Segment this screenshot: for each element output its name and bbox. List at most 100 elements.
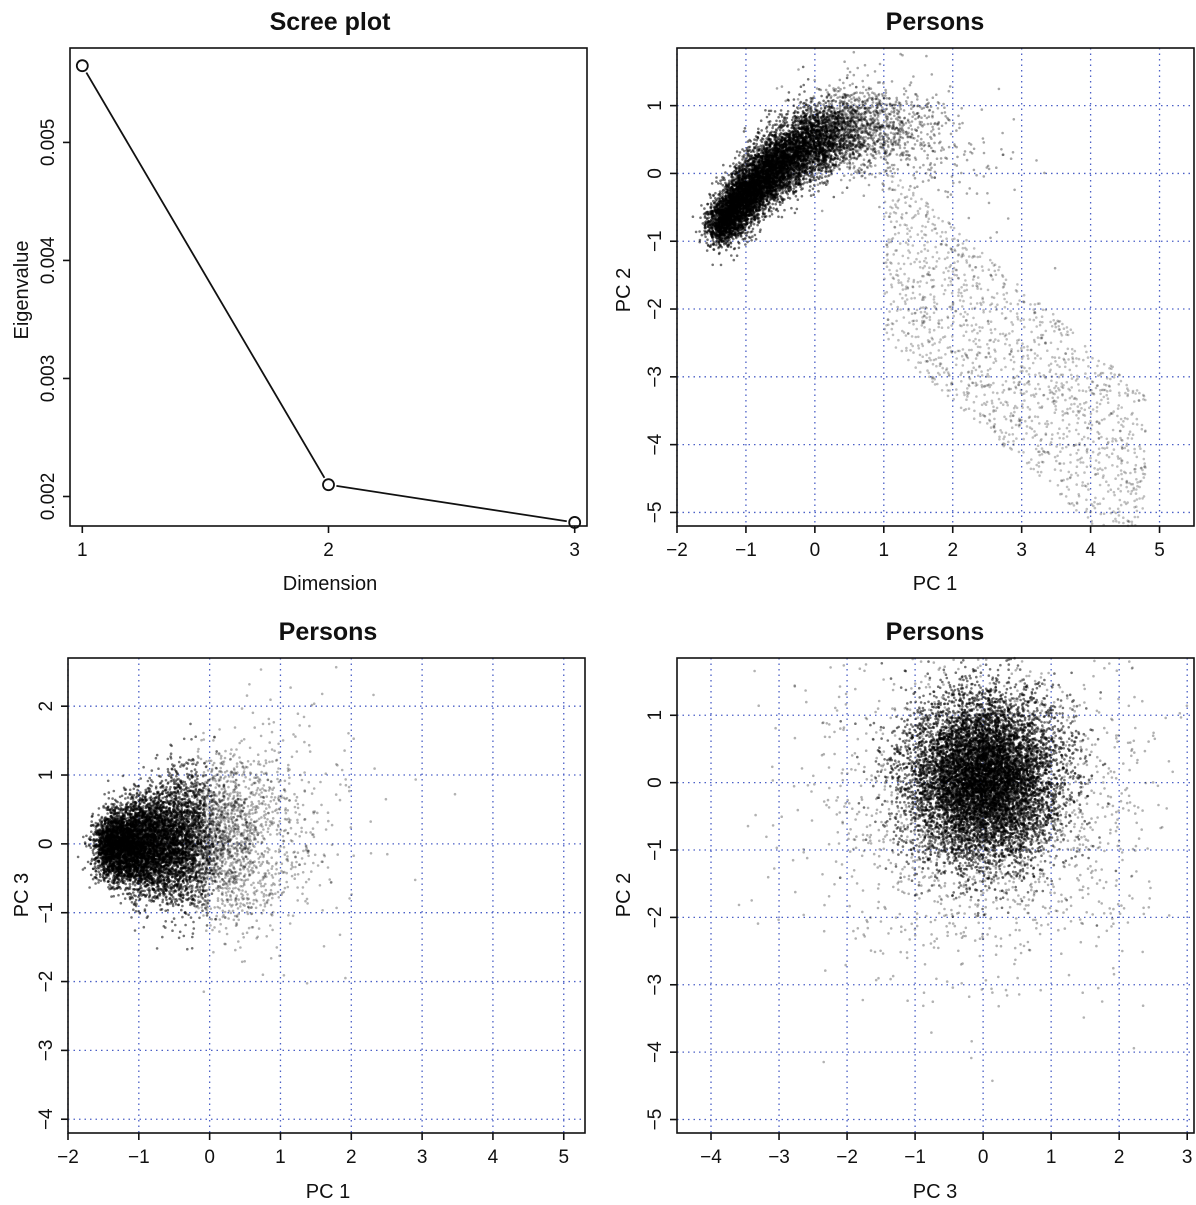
persons-pc1-pc2-point (860, 169, 863, 172)
persons-pc1-pc2-point (958, 181, 961, 184)
persons-pc1-pc2-point (900, 159, 903, 162)
persons-pc1-pc2-point (753, 218, 756, 221)
scree-plot-y-tick-label: 0.003 (38, 355, 59, 403)
persons-pc1-pc2-point (907, 96, 910, 99)
persons-pc1-pc2-point (1043, 172, 1046, 175)
persons-pc1-pc2-point (868, 94, 871, 97)
persons-pc1-pc2-point (769, 120, 772, 123)
persons-pc1-pc2-point (906, 102, 909, 105)
persons-pc1-pc2-point (863, 95, 866, 98)
persons-pc1-pc2-point (909, 84, 912, 87)
persons-pc1-pc2-point (998, 88, 1001, 91)
persons-pc1-pc2-point (846, 77, 849, 80)
persons-pc1-pc2-point (891, 80, 894, 83)
persons-pc1-pc2-point (913, 187, 916, 190)
persons-pc1-pc2-point (739, 151, 742, 154)
persons-pc1-pc2-point (905, 122, 908, 125)
persons-pc1-pc2-point (907, 127, 910, 130)
persons-pc1-pc2-point (749, 140, 752, 143)
persons-pc1-pc2-point (938, 127, 941, 130)
persons-pc1-pc2-point (948, 90, 951, 93)
persons-pc1-pc2-point (771, 127, 774, 130)
persons-pc1-pc2-point (905, 100, 908, 103)
persons-pc1-pc2-point (909, 135, 912, 138)
persons-pc1-pc2-point (941, 112, 944, 115)
persons-pc1-pc2-point (864, 150, 867, 153)
persons-pc1-pc2-point (825, 89, 828, 92)
persons-pc1-pc2-point (856, 67, 859, 70)
persons-pc1-pc2-point (911, 147, 914, 150)
persons-pc1-pc2-point (1001, 132, 1004, 135)
persons-pc1-pc2-point (878, 172, 881, 175)
persons-pc1-pc2-title: Persons (886, 8, 985, 36)
persons-pc1-pc2-point (735, 237, 738, 240)
persons-pc1-pc2-point (848, 99, 851, 102)
persons-pc1-pc2-point (799, 107, 802, 110)
persons-pc1-pc2-point (760, 129, 763, 132)
scree-plot-frame (70, 48, 587, 526)
persons-pc1-pc2-point (968, 217, 971, 220)
persons-pc1-pc2-point (805, 99, 808, 102)
persons-pc1-pc2-point (790, 207, 793, 210)
persons-pc1-pc2-point (839, 107, 842, 110)
persons-pc1-pc2-point (880, 156, 883, 159)
persons-pc1-pc2-point (892, 168, 895, 171)
persons-pc1-pc2-point (795, 195, 798, 198)
scree-plot-y-tick-label: 0.005 (38, 119, 59, 167)
persons-pc1-pc2-point (749, 218, 752, 221)
persons-pc1-pc2-point (755, 238, 758, 241)
persons-pc1-pc2-point (874, 176, 877, 179)
persons-pc1-pc2-point (864, 171, 867, 174)
persons-pc1-pc2-point (777, 116, 780, 119)
persons-pc1-pc2-point (905, 133, 908, 136)
persons-pc1-pc2-point (787, 196, 790, 199)
persons-pc1-pc2-point (794, 212, 797, 215)
persons-pc1-pc2-y-label: PC 2 (613, 268, 635, 312)
persons-pc1-pc2-point (703, 207, 706, 210)
scree-plot-line-segment (86, 73, 324, 478)
persons-pc1-pc2-point (973, 169, 976, 172)
persons-pc1-pc2-point (938, 132, 941, 135)
persons-pc1-pc2-point (807, 111, 810, 114)
persons-pc1-pc2-point (728, 238, 731, 241)
persons-pc1-pc2-point (1002, 153, 1005, 156)
persons-pc1-pc2-point (868, 184, 871, 187)
scree-plot-panel: Scree plot Dimension Eigenvalue 1 2 30.002… (11, 8, 587, 595)
persons-pc1-pc2-point (930, 122, 933, 125)
persons-pc1-pc2-point (934, 171, 937, 174)
persons-pc1-pc2-point (870, 134, 873, 137)
persons-pc1-pc2-point (730, 246, 733, 249)
persons-pc1-pc2-point (871, 97, 874, 100)
scree-plot-point (323, 479, 334, 490)
persons-pc1-pc2-point (797, 198, 800, 201)
persons-pc1-pc2-point (849, 166, 852, 169)
persons-pc1-pc2-point (886, 97, 889, 100)
persons-pc1-pc2-point (853, 51, 856, 54)
persons-pc1-pc2-point (774, 110, 777, 113)
persons-pc1-pc2-point (723, 179, 726, 182)
persons-pc1-pc2-point (871, 173, 874, 176)
persons-pc1-pc2-point (987, 165, 990, 168)
persons-pc1-pc2-point (752, 228, 755, 231)
persons-pc1-pc2-point (796, 208, 799, 211)
persons-pc1-pc2-point (768, 113, 771, 116)
persons-pc1-pc2-point (914, 118, 917, 121)
scree-plot-y-label: Eigenvalue (11, 241, 33, 340)
persons-pc1-pc2-point (706, 203, 709, 206)
persons-pc1-pc2-point (882, 189, 885, 192)
persons-pc1-pc2-point (956, 156, 959, 159)
persons-pc1-pc2-point (1010, 157, 1013, 160)
persons-pc1-pc2-point (797, 98, 800, 101)
persons-pc1-pc2-point (793, 187, 796, 190)
persons-pc1-pc2-point (750, 239, 753, 242)
scree-plot-line-segment (336, 486, 566, 521)
persons-pc1-pc2-point (839, 102, 842, 105)
persons-pc1-pc2-point (910, 104, 913, 107)
scree-plot-x-tick-label: 2 (323, 540, 334, 561)
persons-pc1-pc2-point (882, 82, 885, 85)
persons-pc1-pc2-point (706, 249, 709, 252)
persons-pc1-pc2-point (881, 102, 884, 105)
persons-pc1-pc2-point (718, 241, 721, 244)
persons-pc1-pc2-point (896, 153, 899, 156)
persons-pc1-pc2-point (861, 80, 864, 83)
